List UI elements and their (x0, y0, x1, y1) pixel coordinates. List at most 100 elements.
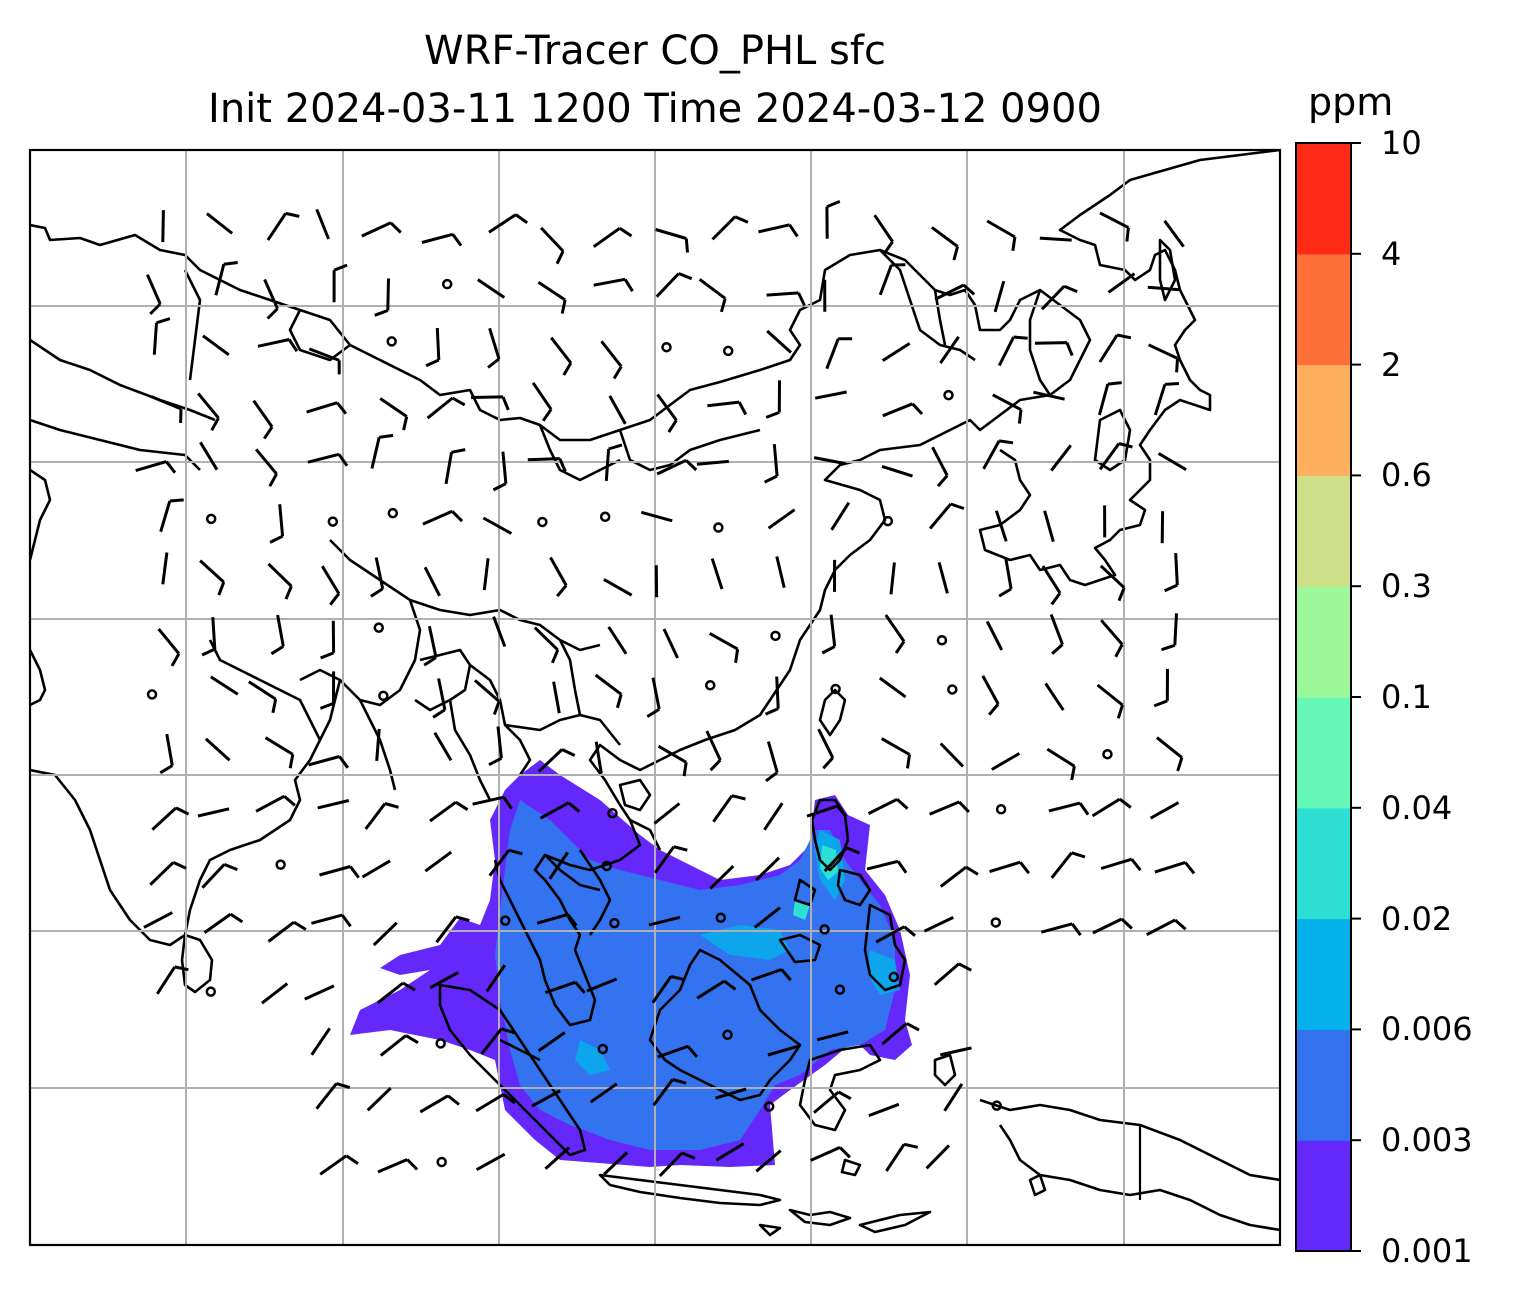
colorbar-segment (1296, 143, 1351, 255)
wind-barb (696, 979, 737, 1000)
wind-barb (603, 578, 633, 597)
wind-barb (201, 617, 217, 657)
wind-barb (994, 510, 1008, 542)
wind-barb (257, 338, 299, 353)
wind-barb (199, 559, 226, 596)
wind-barb (939, 865, 979, 888)
wind-barb (375, 728, 381, 762)
wind-barb (928, 502, 965, 530)
wind-barb (544, 980, 586, 995)
wind-barb (878, 676, 907, 699)
wind-barb (655, 272, 693, 298)
wind-barb (306, 401, 348, 415)
wind-barb (1097, 381, 1122, 416)
wind-barb (763, 443, 779, 484)
wind-barb (764, 676, 780, 716)
wind-barb (150, 395, 183, 423)
wind-barb (548, 851, 569, 880)
wind-barb (550, 336, 573, 376)
chart-title-line1: WRF-Tracer CO_PHL sfc (424, 28, 886, 74)
wind-barb (710, 558, 724, 590)
calm-wind-marker (995, 804, 1007, 815)
plume-patch-0.006d (868, 950, 900, 995)
calm-wind-marker (722, 345, 734, 357)
colorbar-unit: ppm (1308, 80, 1394, 124)
wind-barb (651, 974, 685, 1004)
wind-barb (214, 261, 238, 296)
wind-barb (881, 1022, 920, 1046)
calm-wind-marker (205, 986, 217, 997)
calm-wind-marker (205, 513, 217, 525)
wind-barb (1100, 619, 1124, 658)
wind-barb (881, 464, 913, 478)
calm-wind-marker (770, 630, 781, 642)
wind-barb (656, 458, 698, 476)
wind-barb (602, 1151, 629, 1176)
colorbar-tick-label: 0.006 (1381, 1010, 1473, 1049)
wind-barb (488, 726, 503, 767)
wind-barb (366, 1087, 392, 1112)
wind-barb (993, 280, 1006, 313)
wind-barb (594, 673, 623, 709)
wind-barb (589, 1082, 618, 1104)
calm-wind-marker (378, 690, 389, 702)
calm-wind-marker (435, 1038, 446, 1049)
wind-barb (531, 1089, 561, 1108)
wind-barb (981, 675, 1000, 716)
wind-barb (608, 395, 627, 425)
gridlines (30, 150, 1280, 1245)
calm-wind-marker (327, 516, 339, 527)
wind-barb (485, 964, 507, 993)
wind-barb (939, 335, 960, 364)
wind-barb (646, 677, 661, 718)
wind-barb (1091, 797, 1132, 818)
wind-barb (364, 802, 399, 830)
wind-barb (444, 448, 466, 485)
wind-barb (600, 340, 623, 380)
colorbar-tick-label: 10 (1381, 124, 1422, 162)
wind-barb (527, 457, 567, 473)
wind-barb (806, 804, 848, 818)
wind-barb (655, 228, 689, 253)
wind-barb (315, 208, 330, 240)
wind-barb (1147, 285, 1180, 292)
calm-wind-marker (599, 511, 611, 523)
colorbar-tick-label: 4 (1381, 234, 1402, 273)
wind-barb (252, 399, 274, 440)
plume-patch-0.02b (793, 900, 810, 920)
wind-barb (151, 806, 190, 831)
wind-barb (476, 278, 506, 299)
wind-barb (1153, 382, 1179, 416)
wind-barb (263, 278, 279, 320)
wind-barb (763, 802, 784, 831)
wind-barb (715, 1142, 745, 1162)
wind-barb (766, 291, 806, 307)
wind-barb (260, 982, 289, 1005)
wind-barb (321, 565, 341, 606)
calm-wind-marker (763, 1101, 775, 1112)
wind-barb (708, 632, 740, 664)
wind-barb (997, 335, 1028, 367)
wind-barb (531, 381, 553, 422)
wind-barb (475, 1152, 506, 1172)
wind-barb (813, 456, 846, 466)
calm-wind-marker (373, 622, 385, 633)
wind-barb (657, 744, 688, 777)
wind-barb (135, 460, 177, 474)
wind-barb (1043, 510, 1055, 543)
wind-barb (939, 742, 965, 768)
wind-barb (814, 390, 847, 400)
wind-barb (377, 1158, 419, 1174)
calm-wind-marker (947, 684, 958, 695)
wind-barb (934, 283, 976, 301)
wind-barb (247, 680, 278, 714)
wind-barb (830, 501, 851, 531)
wind-barb (1099, 564, 1126, 602)
wind-barb (1050, 851, 1086, 879)
colorbar-segment (1296, 1140, 1351, 1252)
wind-barb (379, 1034, 419, 1057)
wind-barb (712, 794, 746, 823)
wind-barb (429, 971, 459, 990)
colorbar-segment (1296, 586, 1351, 698)
